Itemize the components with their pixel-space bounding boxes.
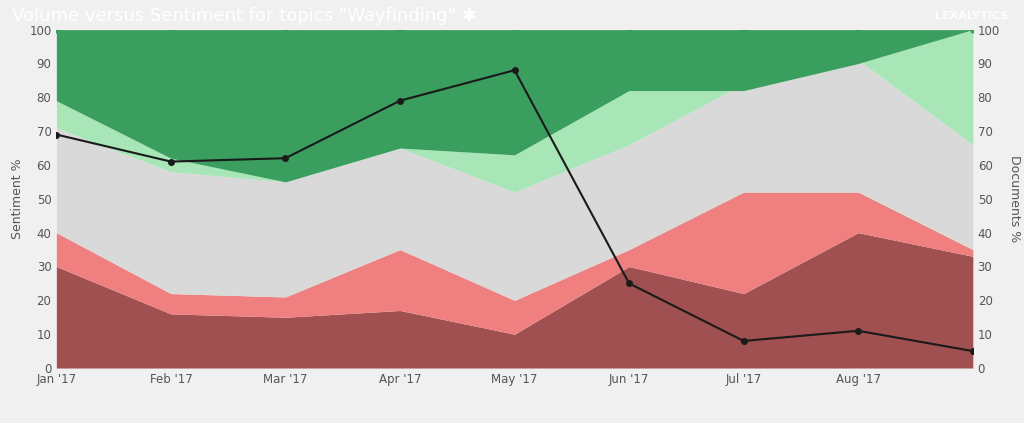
Text: Volume versus Sentiment for topics "Wayfinding" ✱: Volume versus Sentiment for topics "Wayf… <box>12 7 477 25</box>
Y-axis label: Sentiment %: Sentiment % <box>10 159 24 239</box>
Text: LEXALYTICS: LEXALYTICS <box>935 11 1009 21</box>
Legend: very positive, somewhat positive, neutral, somewhat negative, very negative, tot: very positive, somewhat positive, neutra… <box>182 421 847 423</box>
Y-axis label: Documents %: Documents % <box>1009 155 1021 242</box>
